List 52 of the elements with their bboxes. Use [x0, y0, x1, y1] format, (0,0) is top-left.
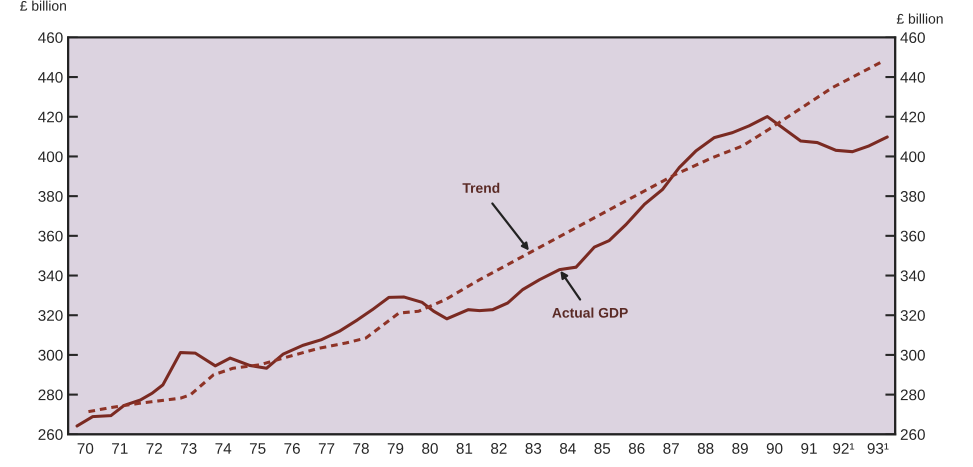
x-tick-label: 87 [663, 443, 679, 454]
y2-tick-label: 260 [900, 429, 925, 440]
x-tick-label: 85 [594, 443, 610, 454]
x-tick-label: 86 [628, 443, 645, 454]
x-tick-label: 91 [801, 443, 817, 454]
x-tick-label: 83 [525, 443, 542, 454]
line-series [76, 115, 889, 428]
y2-axis-title: £ billion [896, 14, 943, 24]
line-series [86, 60, 882, 414]
x-tick-label: 74 [215, 443, 232, 454]
x-tick-label: 72 [146, 443, 162, 454]
y2-tick-label: 340 [900, 270, 925, 282]
x-tick-label: 76 [284, 443, 300, 454]
y-tick-label: 440 [38, 72, 63, 83]
x-tick-label: 77 [318, 443, 334, 454]
y2-tick-label: 400 [900, 151, 925, 162]
y-tick-label: 460 [38, 32, 63, 44]
y-tick-label: 420 [38, 112, 63, 122]
x-tick-label: 80 [422, 443, 438, 454]
y-tick-label: 400 [38, 151, 63, 162]
y-tick-label: 300 [38, 350, 63, 361]
x-tick-label: 92¹ [833, 443, 854, 454]
x-tick-label: 71 [112, 443, 128, 454]
y-tick-label: 260 [38, 429, 63, 440]
y2-tick-label: 280 [900, 389, 925, 400]
y2-tick-label: 360 [900, 230, 925, 242]
y-tick-label: 320 [38, 310, 63, 321]
x-tick-label: 84 [560, 443, 576, 454]
y-tick-label: 360 [38, 230, 63, 242]
x-tick-label: 70 [78, 443, 94, 454]
y2-tick-label: 380 [900, 191, 925, 202]
y2-tick-label: 440 [900, 72, 925, 83]
y2-tick-label: 460 [900, 32, 925, 44]
x-tick-label: 82 [491, 443, 507, 454]
y-tick-label: 380 [38, 191, 63, 202]
y-axis-title: £ billion [20, 0, 66, 11]
x-tick-label: 90 [766, 443, 782, 454]
annotation: Trend [462, 182, 500, 193]
x-tick-label: 89 [732, 443, 748, 454]
x-tick-label: 78 [353, 443, 369, 454]
x-tick-label: 88 [698, 443, 714, 454]
y-tick-label: 280 [38, 389, 63, 400]
x-tick-label: 81 [456, 443, 472, 454]
x-tick-label: 93¹ [868, 443, 889, 454]
x-tick-label: 75 [250, 443, 266, 454]
y-tick-label: 340 [38, 270, 63, 282]
annotation: Actual GDP [552, 308, 628, 318]
y2-tick-label: 420 [900, 112, 925, 122]
x-tick-label: 73 [181, 443, 197, 454]
y2-tick-label: 300 [900, 350, 925, 361]
x-tick-label: 79 [388, 443, 404, 454]
y2-tick-label: 320 [900, 310, 925, 321]
